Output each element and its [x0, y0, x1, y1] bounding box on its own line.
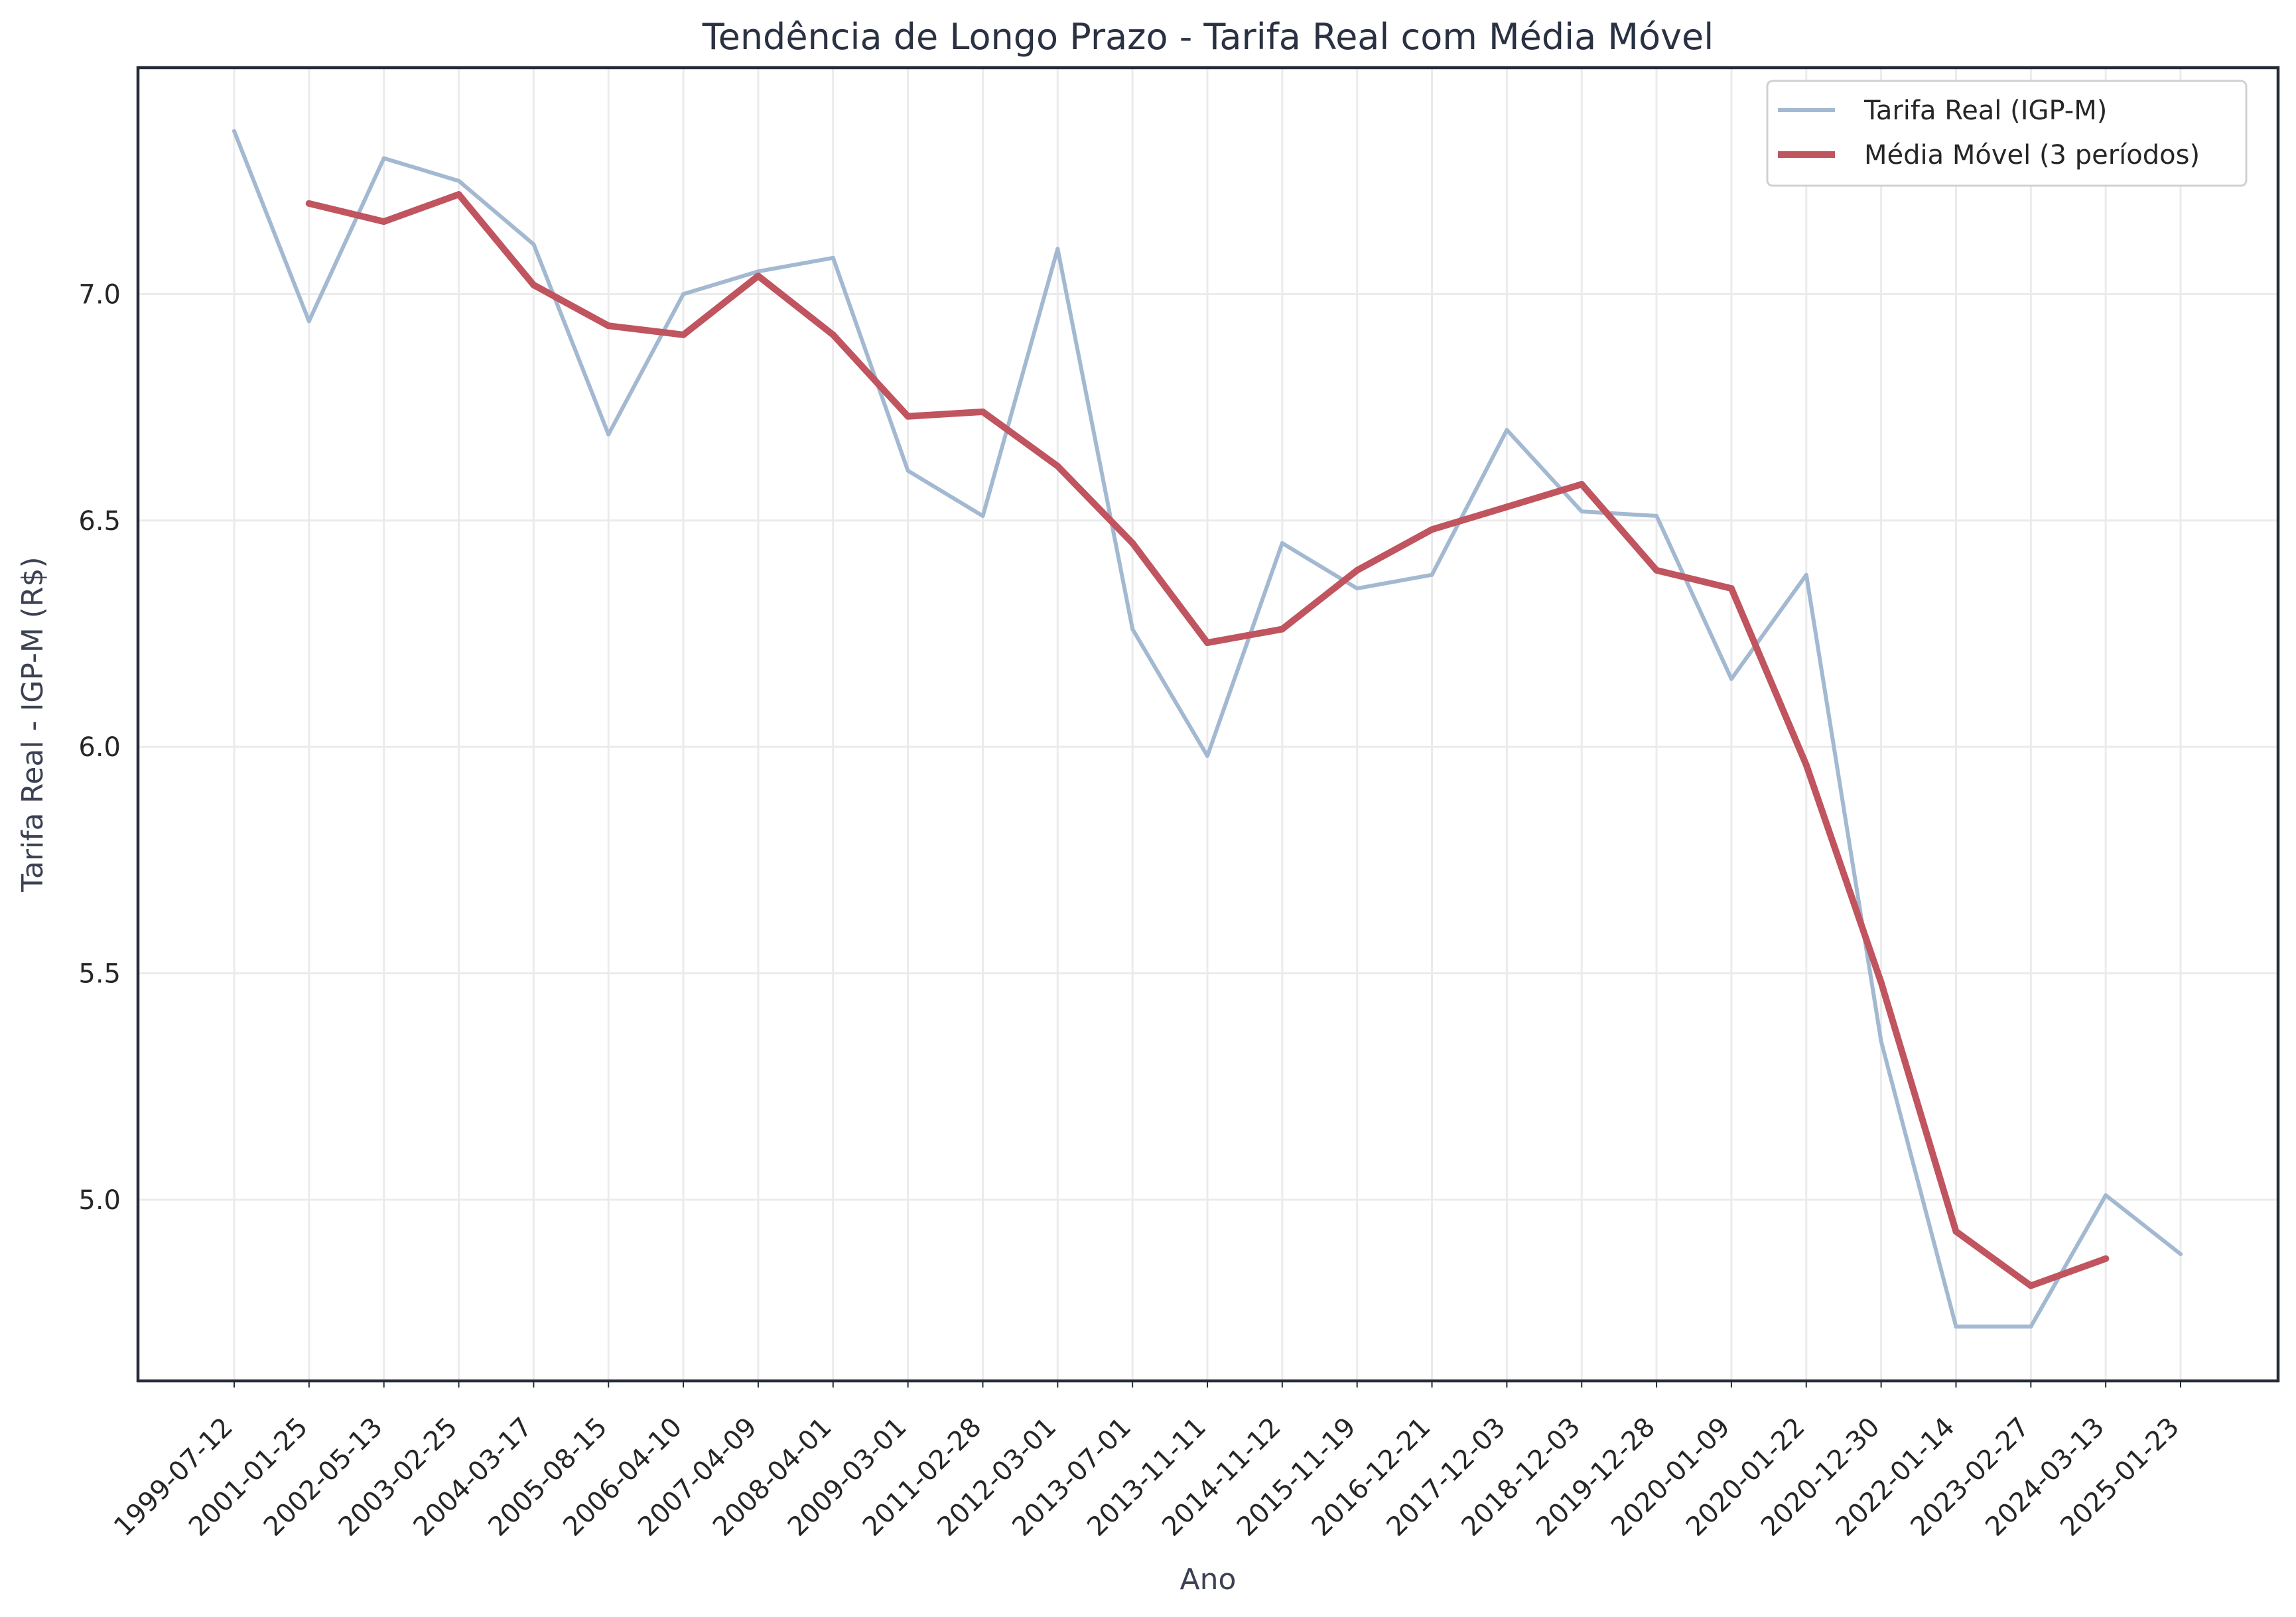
data-point	[1129, 539, 1136, 547]
data-point	[829, 331, 837, 338]
data-point	[1505, 428, 1509, 432]
data-point	[606, 432, 611, 437]
data-point	[1727, 585, 1735, 592]
data-point	[1653, 566, 1660, 574]
data-point	[1802, 761, 1810, 769]
data-point	[1205, 753, 1209, 758]
data-point	[306, 319, 311, 324]
data-point	[1130, 627, 1135, 631]
data-point	[1055, 247, 1060, 251]
data-point	[305, 200, 312, 207]
data-point	[2102, 1255, 2110, 1262]
x-axis-label: Ano	[1180, 1563, 1237, 1596]
y-tick-label: 5.5	[78, 959, 121, 990]
data-point	[2179, 1252, 2183, 1256]
data-point	[605, 322, 612, 330]
y-axis-label: Tarifa Real - IGP-M (R$)	[16, 556, 50, 892]
data-point	[1430, 572, 1434, 577]
data-point	[756, 269, 760, 274]
legend-box	[1766, 80, 2248, 187]
data-point	[906, 468, 910, 473]
y-tick-label: 6.5	[78, 506, 121, 537]
data-point	[1578, 481, 1586, 488]
data-point	[680, 331, 687, 338]
data-point	[1952, 1228, 1960, 1235]
y-axis: 5.0 5.5 6.0 6.5 7.0	[78, 279, 121, 1216]
data-point	[1954, 1325, 1958, 1329]
data-point	[980, 513, 985, 518]
data-point	[1280, 541, 1284, 545]
data-point	[1804, 572, 1808, 577]
grid	[138, 68, 2278, 1381]
data-point	[1054, 462, 1061, 470]
data-point	[455, 191, 462, 198]
data-point	[2029, 1325, 2033, 1329]
data-point	[1580, 509, 1584, 514]
data-point	[456, 178, 461, 183]
data-point	[1503, 503, 1511, 511]
data-point	[1278, 625, 1286, 633]
data-point	[831, 255, 835, 260]
data-point	[1654, 513, 1659, 518]
data-point	[530, 281, 537, 289]
data-point	[1204, 639, 1211, 647]
legend: Tarifa Real (IGP-M) Média Móvel (3 perío…	[1766, 80, 2248, 187]
y-tick-label: 6.0	[78, 732, 121, 763]
data-point	[1879, 1039, 1883, 1043]
data-point	[754, 273, 762, 280]
data-point	[904, 413, 912, 420]
data-point	[381, 156, 386, 161]
series-layer	[232, 129, 2183, 1329]
legend-label-tarifa-real: Tarifa Real (IGP-M)	[1863, 96, 2107, 126]
data-point	[380, 218, 387, 226]
data-point	[1355, 586, 1359, 591]
y-tick-label: 5.0	[78, 1185, 121, 1216]
data-point	[531, 242, 536, 247]
data-point	[1353, 566, 1361, 574]
data-point	[1877, 979, 1885, 986]
y-tick-label: 7.0	[78, 279, 121, 310]
data-point	[2104, 1193, 2108, 1198]
data-point	[1428, 526, 1436, 533]
chart-title: Tendência de Longo Prazo - Tarifa Real c…	[702, 16, 1714, 58]
data-point	[681, 292, 686, 296]
legend-label-media-movel: Média Móvel (3 períodos)	[1864, 140, 2200, 170]
data-point	[232, 129, 236, 133]
data-point	[1729, 677, 1733, 681]
data-point	[2027, 1282, 2035, 1289]
data-point	[979, 408, 986, 415]
